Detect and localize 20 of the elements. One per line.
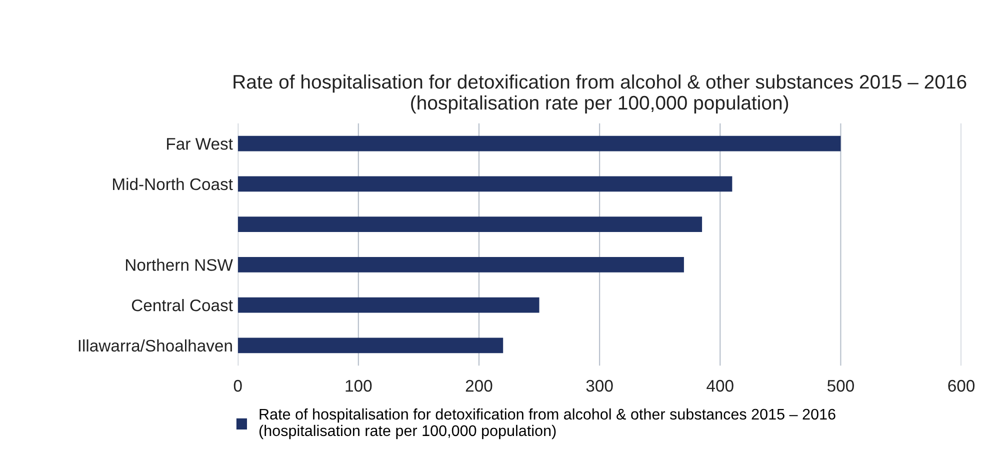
y-tick-label: Illawarra/Shoalhaven [78, 339, 232, 352]
x-tick-label: 400 [706, 380, 734, 392]
y-tick-label: Central Coast [132, 299, 233, 312]
bar [238, 338, 504, 354]
bar [238, 216, 702, 232]
y-tick-label: Mid-North Coast [113, 178, 233, 190]
y-tick-label: Far West [167, 138, 233, 150]
x-tick-label: 300 [586, 380, 613, 392]
bar [238, 257, 684, 272]
chart-title: Rate of hospitalisation for detoxification from alcohol & other substances 2015 – 2016 (hospitalisation rate per 100,000 population) [234, 74, 966, 114]
x-tick-label: 100 [346, 380, 372, 392]
legend-label: Rate of hospitalisation for detoxification from alcohol & other substances 2015 – 2016 (hospitalisation rate per 100,000 population) [259, 408, 836, 440]
bar [238, 297, 540, 313]
x-tick-label: 0 [234, 380, 242, 392]
x-tick-label: 600 [948, 380, 975, 392]
bar [238, 176, 732, 192]
bar [238, 136, 841, 152]
x-tick-label: 500 [827, 380, 854, 392]
x-tick-label: 200 [466, 380, 492, 392]
y-tick-label: Northern NSW [126, 258, 233, 271]
